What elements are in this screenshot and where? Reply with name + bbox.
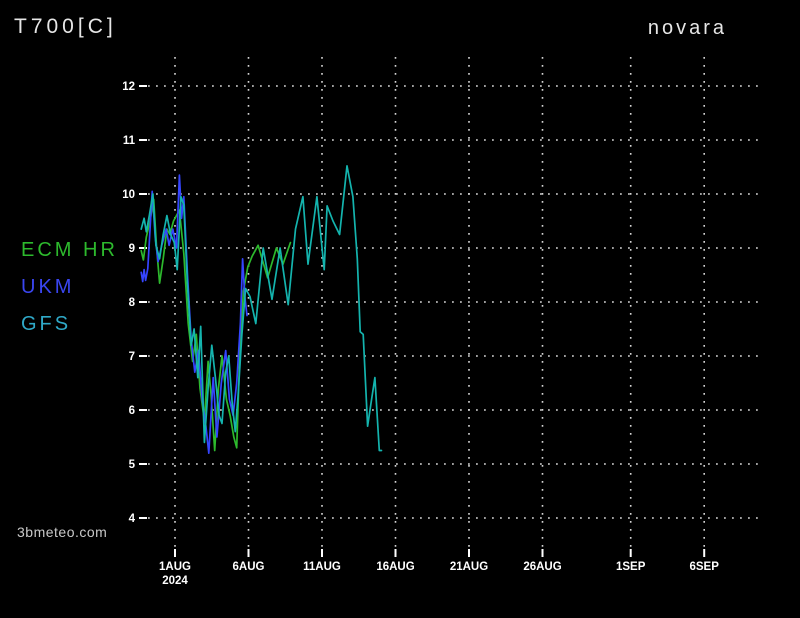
y-tick-label-5: 5: [129, 459, 136, 471]
y-tick-label-9: 9: [129, 243, 135, 255]
x-tick-label-16aug: 16AUG: [376, 561, 414, 573]
x-tick-label-6aug: 6AUG: [233, 561, 265, 573]
y-tick-label-10: 10: [122, 189, 135, 201]
legend-item-ecm-hr: ECM HR: [21, 239, 118, 261]
x-tick-label-26aug: 26AUG: [523, 561, 561, 573]
y-tick-label-12: 12: [122, 81, 135, 93]
x-tick-label-11aug: 11AUG: [303, 561, 341, 573]
chart-legend: ECM HR UKM GFS: [21, 240, 118, 351]
x-tick-label-1aug: 1AUG: [159, 561, 191, 573]
x-tick-label-6sep: 6SEP: [689, 561, 719, 573]
series-line-ecm-hr: [140, 198, 292, 452]
x-tick-label-1sep: 1SEP: [616, 561, 646, 573]
legend-item-gfs: GFS: [21, 313, 72, 335]
x-tick-label-21aug: 21AUG: [450, 561, 488, 573]
chart-title: T700[C]: [14, 15, 117, 38]
watermark-3bmeteo: 3bmeteo.com: [17, 524, 108, 540]
y-tick-label-4: 4: [129, 513, 136, 525]
y-tick-label-6: 6: [129, 405, 135, 417]
location-label: novara: [647, 17, 727, 39]
y-tick-label-11: 11: [123, 135, 136, 147]
series-line-gfs: [140, 165, 383, 452]
x-tick-sublabel-2024: 2024: [162, 575, 188, 587]
series-line-ukm: [140, 174, 248, 455]
legend-item-ukm: UKM: [21, 276, 75, 298]
y-tick-label-7: 7: [129, 351, 135, 363]
y-tick-label-8: 8: [129, 297, 136, 309]
